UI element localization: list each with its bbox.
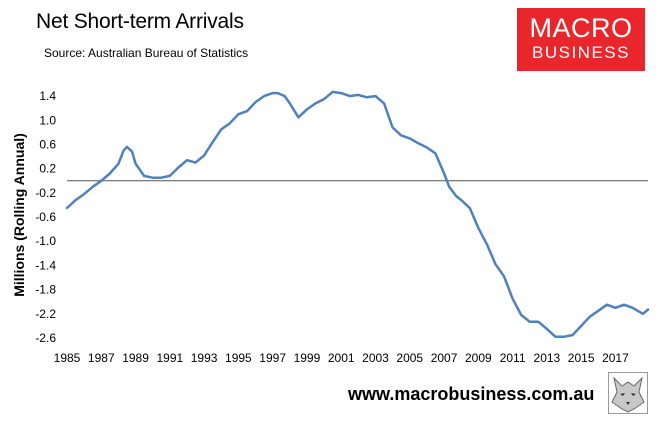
- chart-title: Net Short-term Arrivals: [36, 10, 244, 33]
- y-tick-label: -1.8: [35, 283, 56, 297]
- x-tick-label: 2009: [465, 351, 492, 365]
- y-tick-label: 0.2: [39, 162, 56, 176]
- x-tick-label: 2013: [534, 351, 561, 365]
- y-tick-label: -0.6: [35, 210, 56, 224]
- website-url[interactable]: www.macrobusiness.com.au: [348, 384, 595, 404]
- y-tick-label: -1.4: [35, 258, 56, 272]
- logo-line-1: MACRO: [529, 13, 633, 43]
- x-tick-label: 2007: [431, 351, 458, 365]
- x-tick-label: 1987: [88, 351, 115, 365]
- x-tick-label: 1995: [225, 351, 252, 365]
- y-tick-label: 1.0: [39, 113, 56, 127]
- macrobusiness-logo: MACRO BUSINESS: [517, 8, 645, 71]
- x-tick-label: 1993: [191, 351, 218, 365]
- series-line: [65, 90, 650, 339]
- y-tick-label: -0.2: [35, 186, 56, 200]
- plot-area: [66, 83, 649, 339]
- x-tick-label: 1999: [294, 351, 321, 365]
- y-tick-label: -1.0: [35, 234, 56, 248]
- x-tick-label: 1985: [54, 351, 81, 365]
- x-tick-label: 1989: [122, 351, 149, 365]
- y-tick-label: -2.6: [35, 331, 56, 345]
- x-tick-label: 2017: [602, 351, 629, 365]
- logo-line-2: BUSINESS: [532, 43, 630, 62]
- x-tick-label: 2005: [396, 351, 423, 365]
- x-tick-label: 2003: [362, 351, 389, 365]
- y-tick-label: 0.6: [39, 137, 56, 151]
- x-tick-label: 2001: [328, 351, 355, 365]
- chart-source: Source: Australian Bureau of Statistics: [44, 46, 249, 60]
- y-tick-label: -2.2: [35, 307, 56, 321]
- x-tick-label: 2015: [568, 351, 595, 365]
- x-tick-label: 1997: [259, 351, 286, 365]
- x-tick-label: 2011: [500, 351, 526, 365]
- x-tick-label: 1991: [156, 351, 183, 365]
- y-axis-label: Millions (Rolling Annual): [11, 133, 27, 297]
- wolf-mascot-icon: [608, 372, 648, 414]
- y-tick-label: 1.4: [39, 89, 56, 103]
